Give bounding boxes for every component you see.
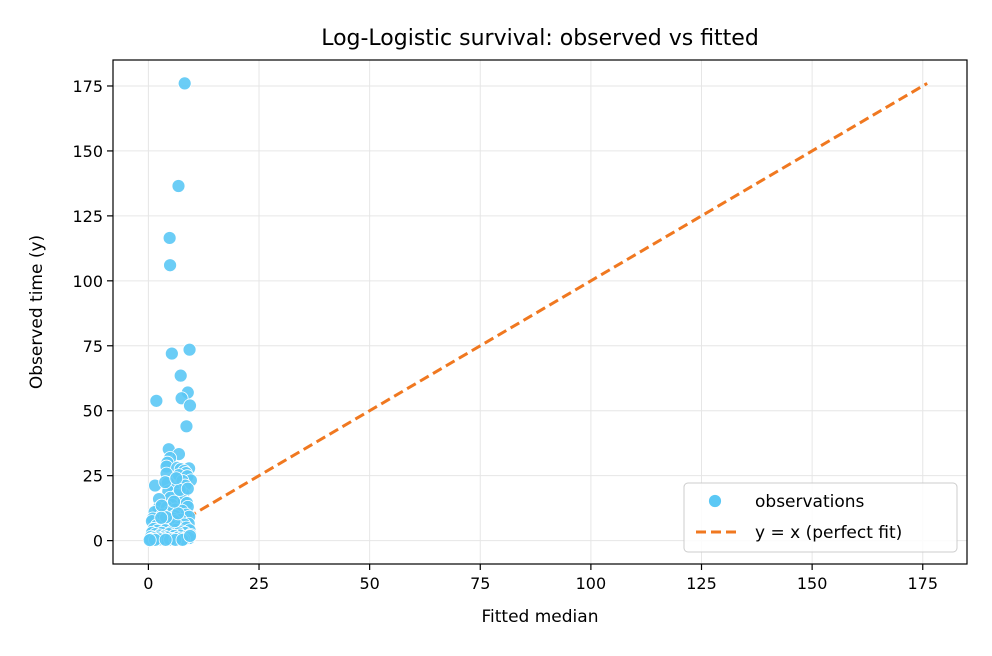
y-tick-label: 175 <box>72 77 103 96</box>
observation-point <box>179 419 194 434</box>
x-tick-label: 50 <box>359 574 379 593</box>
y-tick-label: 100 <box>72 272 103 291</box>
x-tick-label: 175 <box>907 574 938 593</box>
reference-line <box>147 82 928 542</box>
y-tick-label: 150 <box>72 142 103 161</box>
observation-point <box>183 529 197 543</box>
legend: observations y = x (perfect fit) <box>683 482 958 553</box>
y-tick-label: 0 <box>93 532 103 551</box>
x-tick-label: 75 <box>470 574 490 593</box>
x-tick-label: 25 <box>249 574 269 593</box>
y-tick-label: 75 <box>83 337 103 356</box>
x-tick-label: 150 <box>797 574 828 593</box>
observation-point <box>158 532 173 547</box>
observation-point <box>162 231 177 245</box>
observation-point <box>167 494 181 509</box>
observation-point <box>163 258 177 273</box>
observation-point <box>183 398 197 413</box>
observation-point <box>173 368 188 383</box>
legend-label-reference-line: y = x (perfect fit) <box>755 523 902 543</box>
grid <box>113 60 967 564</box>
observation-point <box>149 393 164 408</box>
scatter-points <box>142 76 198 547</box>
observation-point <box>154 498 169 513</box>
observation-point <box>164 346 179 361</box>
legend-box <box>683 482 958 553</box>
observation-point <box>142 533 157 547</box>
chart-title: Log-Logistic survival: observed vs fitte… <box>321 26 759 51</box>
y-tick-label: 25 <box>83 467 103 486</box>
plot-frame <box>112 59 968 565</box>
y-axis-title: Observed time (y) <box>27 235 47 389</box>
observation-point <box>171 179 186 193</box>
x-tick-label: 100 <box>576 574 607 593</box>
observation-point <box>169 471 184 486</box>
y-tick-label: 50 <box>83 402 103 421</box>
y-tick-label: 125 <box>72 207 103 226</box>
legend-marker-observations <box>708 494 722 508</box>
axis-ticks: 0 25 50 75 100 125 150 175 0 25 50 75 100 125 150 175 <box>72 77 938 593</box>
legend-label-observations: observations <box>755 492 865 512</box>
observation-point <box>182 342 197 357</box>
observation-point <box>154 510 169 525</box>
observation-point <box>171 506 185 521</box>
x-tick-label: 0 <box>143 574 153 593</box>
observation-point <box>180 481 195 496</box>
reference-line-layer <box>147 82 928 542</box>
observation-point <box>177 76 192 91</box>
x-tick-label: 125 <box>686 574 717 593</box>
x-axis-title: Fitted median <box>482 607 599 627</box>
